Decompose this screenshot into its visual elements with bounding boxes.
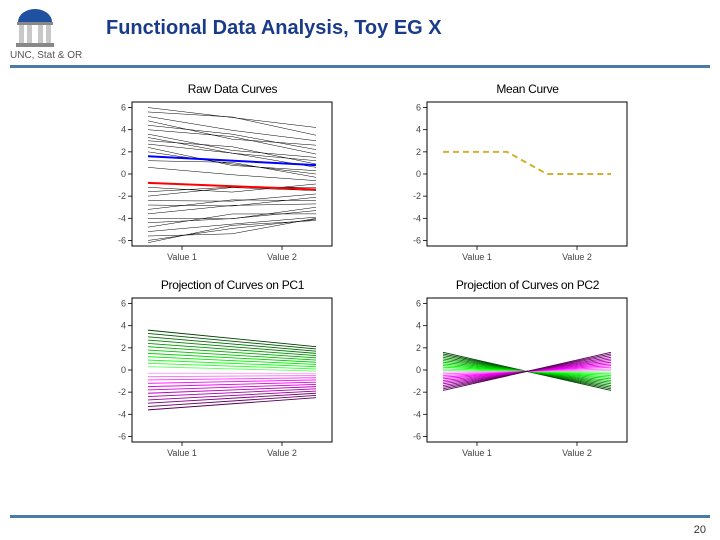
svg-text:6: 6 <box>416 103 421 113</box>
svg-text:Value 1: Value 1 <box>167 252 197 262</box>
svg-text:-2: -2 <box>413 191 421 201</box>
svg-text:6: 6 <box>416 299 421 309</box>
svg-text:2: 2 <box>416 147 421 157</box>
svg-text:4: 4 <box>121 125 126 135</box>
unc-logo-icon <box>12 8 58 48</box>
svg-text:-4: -4 <box>413 213 421 223</box>
svg-text:0: 0 <box>416 365 421 375</box>
svg-text:4: 4 <box>416 321 421 331</box>
svg-text:-4: -4 <box>118 409 126 419</box>
svg-text:Value 2: Value 2 <box>267 448 297 458</box>
svg-text:Value 2: Value 2 <box>562 448 592 458</box>
svg-text:4: 4 <box>416 125 421 135</box>
page-number: 20 <box>694 524 706 536</box>
svg-text:-2: -2 <box>118 387 126 397</box>
chart-mean: -6 -4 -2 0 2 4 6 Value 1 Value 2 <box>395 98 635 268</box>
chart-grid: Raw Data Curves -6 -4 -2 0 2 4 6 Value 1 Value 2… <box>0 68 720 464</box>
panel-mean: Mean Curve -6 -4 -2 0 2 4 6 Value 1 Value 2 <box>395 82 660 268</box>
svg-text:-6: -6 <box>413 431 421 441</box>
panel-title: Mean Curve <box>395 82 660 96</box>
svg-text:Value 1: Value 1 <box>462 252 492 262</box>
svg-text:0: 0 <box>416 169 421 179</box>
svg-text:Value 2: Value 2 <box>267 252 297 262</box>
svg-text:6: 6 <box>121 299 126 309</box>
bottom-divider <box>10 515 710 518</box>
svg-text:4: 4 <box>121 321 126 331</box>
panel-title: Projection of Curves on PC1 <box>100 278 365 292</box>
svg-text:Value 1: Value 1 <box>462 448 492 458</box>
svg-text:2: 2 <box>121 147 126 157</box>
panel-pc2: Projection of Curves on PC2 -6 -4 -2 0 2 4 6 Va… <box>395 278 660 464</box>
svg-text:-2: -2 <box>118 191 126 201</box>
svg-text:6: 6 <box>121 103 126 113</box>
svg-text:2: 2 <box>416 343 421 353</box>
panel-raw: Raw Data Curves -6 -4 -2 0 2 4 6 Value 1 Value 2 <box>100 82 365 268</box>
svg-text:0: 0 <box>121 169 126 179</box>
svg-text:2: 2 <box>121 343 126 353</box>
panel-pc1: Projection of Curves on PC1 -6 -4 -2 0 2 4 6 Va… <box>100 278 365 464</box>
svg-text:Value 2: Value 2 <box>562 252 592 262</box>
chart-pc2: -6 -4 -2 0 2 4 6 Value 1 Value 2 <box>395 294 635 464</box>
svg-text:-4: -4 <box>413 409 421 419</box>
svg-text:Value 1: Value 1 <box>167 448 197 458</box>
header: Functional Data Analysis, Toy EG X <box>0 0 720 48</box>
svg-text:-6: -6 <box>118 431 126 441</box>
svg-text:-4: -4 <box>118 213 126 223</box>
svg-text:0: 0 <box>121 365 126 375</box>
subtitle: UNC, Stat & OR <box>0 50 720 61</box>
panel-title: Raw Data Curves <box>100 82 365 96</box>
svg-text:-6: -6 <box>413 235 421 245</box>
chart-pc1: -6 -4 -2 0 2 4 6 Value 1 Value 2 <box>100 294 340 464</box>
svg-text:-2: -2 <box>413 387 421 397</box>
chart-raw: -6 -4 -2 0 2 4 6 Value 1 Value 2 <box>100 98 340 268</box>
svg-text:-6: -6 <box>118 235 126 245</box>
page-title: Functional Data Analysis, Toy EG X <box>66 17 708 40</box>
panel-title: Projection of Curves on PC2 <box>395 278 660 292</box>
